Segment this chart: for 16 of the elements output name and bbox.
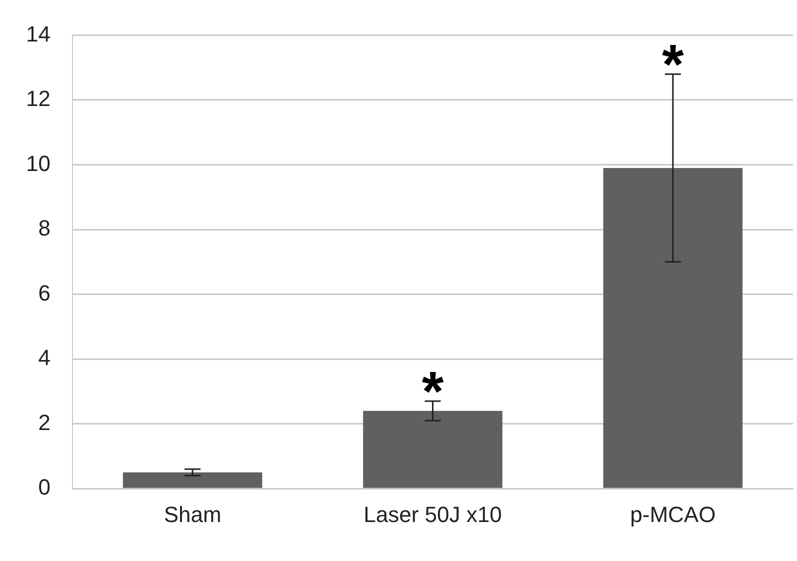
bar — [122, 472, 262, 488]
bar — [363, 410, 502, 488]
y-tick-label: 2 — [38, 410, 50, 435]
y-tick-label: 8 — [38, 216, 50, 241]
annotation: * — [662, 32, 684, 96]
y-tick-label: 14 — [26, 21, 50, 46]
y-tick-label: 10 — [26, 150, 50, 176]
x-tick-label: Sham — [164, 502, 222, 527]
y-tick-label: 12 — [26, 86, 50, 112]
bar — [603, 168, 743, 488]
x-tick-label: Laser 50J x10 — [364, 502, 502, 527]
y-tick-label: 4 — [38, 345, 50, 370]
y-tick-label: 6 — [38, 280, 50, 306]
annotation: * — [422, 360, 444, 423]
x-tick-label: p-MCAO — [630, 502, 716, 527]
y-tick-label: 0 — [38, 474, 50, 500]
